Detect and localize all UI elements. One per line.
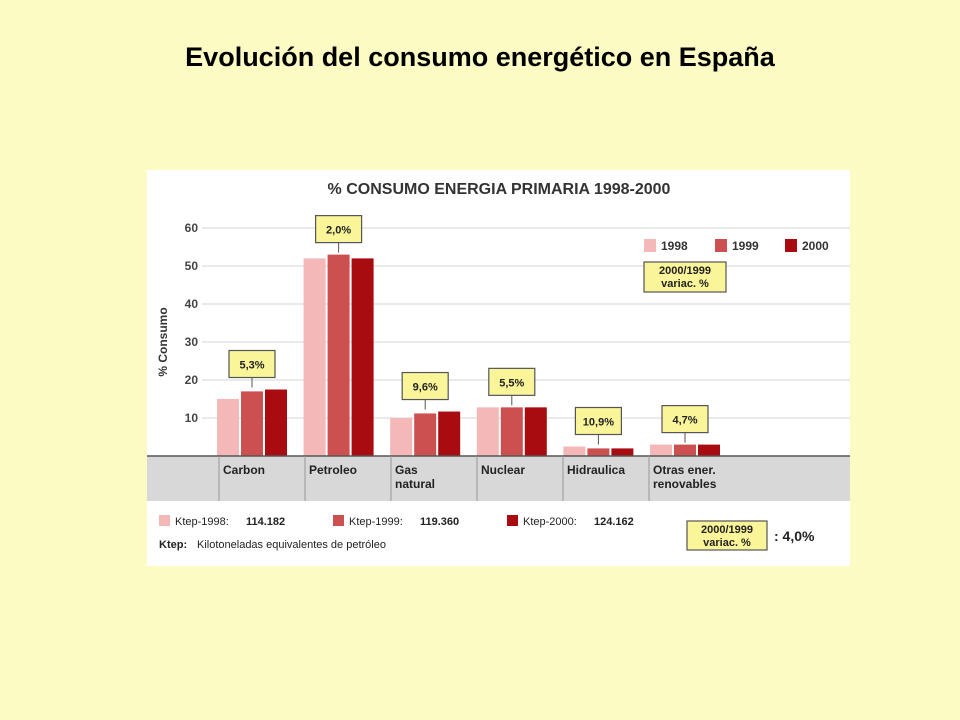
chart-panel: % CONSUMO ENERGIA PRIMARIA 1998-2000 10 2… [147, 170, 850, 566]
footer-note-label: Ktep: [159, 539, 187, 551]
variation-label: 9,6% [413, 382, 438, 394]
variation-box: 10,9% [574, 406, 622, 445]
footer-note-text: Kilotoneladas equivalentes de petróleo [197, 539, 386, 551]
y-axis-label: % Consumo [156, 307, 170, 376]
variation-box: 5,3% [228, 349, 276, 388]
bar-chart: % CONSUMO ENERGIA PRIMARIA 1998-2000 10 2… [147, 181, 850, 551]
y-tick-label: 20 [185, 373, 199, 387]
bar-1999 [327, 254, 350, 456]
legend-swatch-2000 [785, 239, 797, 252]
bar-2000 [438, 411, 461, 456]
variation-label: 10,9% [583, 417, 614, 429]
bar-1999 [674, 444, 696, 456]
variation-legend-bg [643, 261, 727, 293]
category-label-line2: natural [395, 477, 435, 491]
bar-1999 [414, 413, 437, 456]
variation-box: 4,7% [661, 405, 709, 443]
category-label-line2: renovables [653, 477, 717, 491]
category-label: Gas [395, 463, 418, 477]
variation-label: 4,7% [672, 415, 697, 427]
variation-box-bg [228, 349, 276, 379]
y-tick-label: 40 [185, 297, 199, 311]
footer-variation-line2: variac. % [703, 537, 751, 549]
variation-box-bg [488, 367, 536, 396]
footer-swatch [159, 515, 170, 526]
category-label: Carbon [223, 463, 265, 477]
variation-box: 2,0% [315, 214, 363, 253]
bar-1998 [217, 399, 239, 456]
bar-1998 [476, 407, 499, 456]
variation-legend-line2: variac. % [661, 278, 709, 290]
bar-1999 [587, 448, 610, 456]
footer-total-label: Ktep-1998: [175, 516, 229, 528]
variation-box-bg [401, 371, 449, 401]
variation-label: 5,3% [239, 360, 264, 372]
bar-1998 [390, 418, 413, 456]
footer-total-value: 124.162 [594, 516, 634, 528]
legend-swatch-1999 [715, 239, 727, 252]
footer-total-label: Ktep-1999: [349, 516, 403, 528]
bar-1999 [500, 407, 523, 456]
category-label: Nuclear [481, 463, 525, 477]
variation-box: 5,5% [488, 367, 536, 406]
bar-2000 [611, 448, 634, 456]
bar-2000 [698, 444, 720, 456]
slide-title: Evolución del consumo energético en Espa… [185, 42, 775, 72]
footer-swatch [507, 515, 518, 526]
bar-1998 [303, 258, 326, 456]
footer-total-value: 114.182 [246, 516, 285, 528]
y-tick-label: 50 [185, 259, 199, 273]
footer-variation-bg [686, 520, 768, 551]
bar-2000 [524, 407, 547, 456]
y-tick-label: 30 [185, 335, 199, 349]
bar-1998 [563, 446, 586, 456]
footer-total-value: 119.360 [420, 516, 459, 528]
legend-label: 1999 [732, 239, 759, 253]
variation-box: 9,6% [401, 371, 449, 410]
variation-label: 5,5% [499, 377, 524, 389]
bar-1999 [241, 391, 263, 456]
y-tick-label: 60 [185, 221, 199, 235]
footer-total-variation: : 4,0% [774, 528, 815, 544]
legend-swatch-1998 [644, 239, 656, 252]
footer-variation-line1: 2000/1999 [701, 524, 753, 536]
legend-label: 1998 [661, 239, 688, 253]
chart-title: % CONSUMO ENERGIA PRIMARIA 1998-2000 [328, 181, 671, 198]
category-label: Hidraulica [567, 463, 625, 477]
bar-2000 [351, 258, 374, 456]
chart-footer: Ktep-1998: 114.182 Ktep-1999: 119.360 Ktep-2… [159, 515, 815, 551]
variation-box-bg [315, 214, 363, 244]
footer-swatch [333, 515, 344, 526]
legend-label: 2000 [802, 239, 829, 253]
y-tick-label: 10 [185, 411, 199, 425]
bar-1998 [650, 444, 672, 456]
bar-2000 [265, 389, 287, 456]
variation-legend-line1: 2000/1999 [659, 265, 711, 277]
bars [217, 254, 720, 456]
variation-boxes: 5,3% 2,0% 9,6% 5,5% 10,9% 4,7% [228, 214, 709, 445]
footer-total-label: Ktep-2000: [523, 516, 577, 528]
variation-box-bg [661, 405, 709, 434]
y-axis-ticks: 10 20 30 40 50 60 [185, 221, 199, 425]
category-band-bg [147, 456, 850, 501]
category-label: Otras ener. [653, 463, 716, 477]
variation-label: 2,0% [326, 225, 351, 237]
category-label: Petroleo [309, 463, 357, 477]
